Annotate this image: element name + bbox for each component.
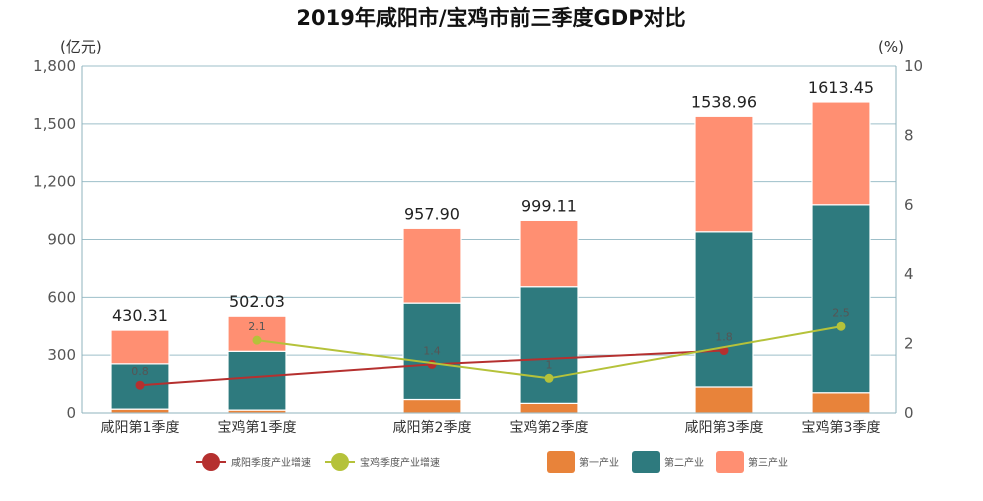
- legend: 咸阳季度产业增速 宝鸡季度产业增速 第一产业 第二产业 第三产业: [196, 451, 788, 473]
- bar-segment: [519, 402, 579, 414]
- legend-label: 第二产业: [664, 456, 704, 469]
- data-point: [836, 321, 846, 331]
- bar-segment: [519, 219, 579, 288]
- legend-swatch: [547, 451, 575, 473]
- data-point: [135, 380, 145, 390]
- x-tick-label: 咸阳第3季度: [685, 419, 764, 436]
- x-tick-label: 咸阳第1季度: [101, 419, 180, 436]
- y-tick-label: 600: [47, 288, 76, 306]
- data-point-label: 2.1: [248, 320, 266, 333]
- bar-total-label: 502.03: [229, 292, 285, 311]
- legend-label: 第三产业: [748, 456, 788, 469]
- bar-segment: [811, 204, 871, 394]
- y-tick-label: 900: [47, 231, 76, 249]
- y2-tick-label: 10: [904, 57, 923, 75]
- bar-total-label: 1613.45: [808, 78, 874, 97]
- data-point-label: 1.4: [423, 344, 441, 357]
- x-tick-label: 宝鸡第2季度: [510, 419, 589, 436]
- x-tick-label: 宝鸡第1季度: [218, 419, 297, 436]
- bar-segment: [402, 227, 462, 304]
- x-tick-label: 宝鸡第3季度: [802, 419, 881, 436]
- bar-segment: [402, 398, 462, 414]
- y-axis-ticks: 0 300 600 900 1,200 1,500 1,800: [33, 57, 76, 422]
- y2-axis-ticks: 0 2 4 6 8 10: [904, 57, 923, 422]
- y2-tick-label: 8: [904, 126, 914, 144]
- growth-lines: 0.8 1.4 1.8 2.1 1 2.5: [131, 306, 850, 390]
- data-point-label: 1.8: [715, 331, 733, 344]
- bar-total-label: 1538.96: [691, 92, 757, 111]
- data-point: [544, 373, 554, 383]
- y-tick-label: 0: [66, 404, 76, 422]
- bar-segment: [227, 350, 287, 411]
- y-tick-label: 1,800: [33, 57, 76, 75]
- bar-segment: [519, 286, 579, 404]
- bar-segment: [402, 302, 462, 401]
- legend-label: 第一产业: [579, 456, 619, 469]
- bar-segment: [811, 101, 871, 206]
- bar-segment: [110, 329, 170, 365]
- bar-total-label: 957.90: [404, 204, 460, 223]
- data-point-label: 1: [546, 358, 553, 371]
- y-tick-label: 1,200: [33, 173, 76, 191]
- y2-tick-label: 6: [904, 196, 914, 214]
- data-point: [252, 335, 262, 345]
- chart-title: 2019年咸阳市/宝鸡市前三季度GDP对比: [296, 6, 685, 30]
- bar-totals: 430.31 502.03 957.90 999.11 1538.96 1613.45: [112, 78, 874, 325]
- x-axis: 咸阳第1季度 宝鸡第1季度 咸阳第2季度 宝鸡第2季度 咸阳第3季度 宝鸡第3季度: [82, 412, 896, 436]
- y-tick-label: 1,500: [33, 115, 76, 133]
- data-point-label: 2.5: [832, 306, 850, 319]
- legend-swatch: [716, 451, 744, 473]
- legend-marker: [202, 453, 220, 471]
- bar-total-label: 999.11: [521, 196, 577, 215]
- gridlines: [81, 65, 897, 414]
- y2-tick-label: 0: [904, 404, 914, 422]
- legend-label: 咸阳季度产业增速: [231, 456, 311, 469]
- y2-tick-label: 2: [904, 335, 914, 353]
- legend-swatch: [632, 451, 660, 473]
- bar-segment: [694, 386, 754, 414]
- bar-segment: [694, 115, 754, 233]
- bar-segment: [694, 231, 754, 388]
- legend-label: 宝鸡季度产业增速: [360, 456, 440, 469]
- y-axis-unit: (亿元): [60, 38, 102, 56]
- bar-segment: [811, 392, 871, 414]
- y-tick-label: 300: [47, 346, 76, 364]
- data-point-label: 0.8: [131, 365, 149, 378]
- y2-tick-label: 4: [904, 265, 914, 283]
- x-tick-label: 咸阳第2季度: [393, 419, 472, 436]
- bar-segment: [227, 315, 287, 352]
- legend-marker: [331, 453, 349, 471]
- bar-total-label: 430.31: [112, 306, 168, 325]
- bars: [110, 101, 871, 414]
- y2-axis-unit: (%): [878, 38, 904, 56]
